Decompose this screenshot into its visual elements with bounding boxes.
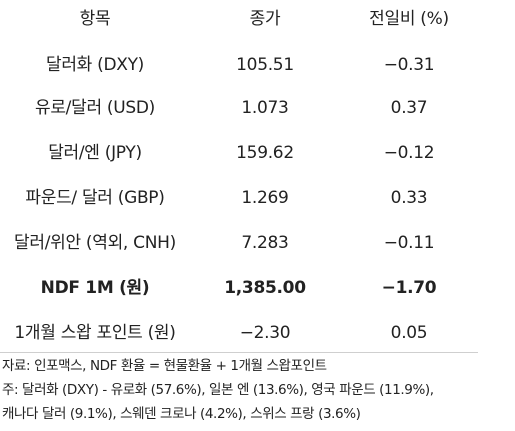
row-item: 달러/위안 (역외, CNH) [14, 233, 176, 253]
row-change: 0.37 [390, 98, 428, 118]
row-change: −1.70 [381, 278, 437, 298]
source-note: 자료: 인포맥스, NDF 환율 = 현물환율 + 1개월 스왑포인트 [2, 358, 327, 374]
row-change: 0.33 [390, 188, 428, 208]
header-close: 종가 [249, 9, 281, 29]
row-change: −0.12 [383, 143, 435, 163]
table-row-ndf: NDF 1M (원) 1,385.00 −1.70 [0, 273, 478, 303]
table-row-cnh: 달러/위안 (역외, CNH) 7.283 −0.11 [0, 228, 478, 258]
table-row-dxy: 달러화 (DXY) 105.51 −0.31 [0, 50, 478, 80]
footnote-line-1: 주: 달러화 (DXY) - 유로화 (57.6%), 일본 엔 (13.6%)… [2, 382, 434, 398]
row-close: −2.30 [239, 323, 291, 343]
table-header-row: 항목 종가 전일비 (%) [0, 4, 478, 34]
row-item: NDF 1M (원) [40, 278, 150, 298]
header-change: 전일비 (%) [369, 9, 449, 29]
table-row-gbpusd: 파운드/ 달러 (GBP) 1.269 0.33 [0, 183, 478, 213]
row-close: 105.51 [236, 55, 294, 75]
fx-table: 항목 종가 전일비 (%) 달러화 (DXY) 105.51 −0.31 유로/… [0, 4, 478, 348]
notes: 자료: 인포맥스, NDF 환율 = 현물환율 + 1개월 스왑포인트 주: 달… [2, 354, 512, 426]
row-change: −0.11 [383, 233, 435, 253]
row-item: 1개월 스왑 포인트 (원) [14, 323, 176, 343]
table-row-usdjpy: 달러/엔 (JPY) 159.62 −0.12 [0, 138, 478, 168]
row-item: 달러/엔 (JPY) [48, 143, 142, 163]
row-close: 159.62 [236, 143, 294, 163]
row-close: 1,385.00 [224, 278, 306, 298]
row-close: 1.073 [241, 98, 289, 118]
row-change: −0.31 [383, 55, 435, 75]
row-item: 유로/달러 (USD) [35, 98, 155, 118]
table-divider [0, 352, 478, 353]
header-item: 항목 [79, 9, 111, 29]
footnote-line-2: 캐나다 달러 (9.1%), 스웨덴 크로나 (4.2%), 스위스 프랑 (3… [2, 406, 361, 422]
row-close: 1.269 [241, 188, 289, 208]
row-item: 달러화 (DXY) [45, 55, 144, 75]
table-row-swap: 1개월 스왑 포인트 (원) −2.30 0.05 [0, 318, 478, 348]
row-close: 7.283 [241, 233, 289, 253]
row-change: 0.05 [390, 323, 428, 343]
row-item: 파운드/ 달러 (GBP) [25, 188, 165, 208]
table-row-eurusd: 유로/달러 (USD) 1.073 0.37 [0, 93, 478, 123]
